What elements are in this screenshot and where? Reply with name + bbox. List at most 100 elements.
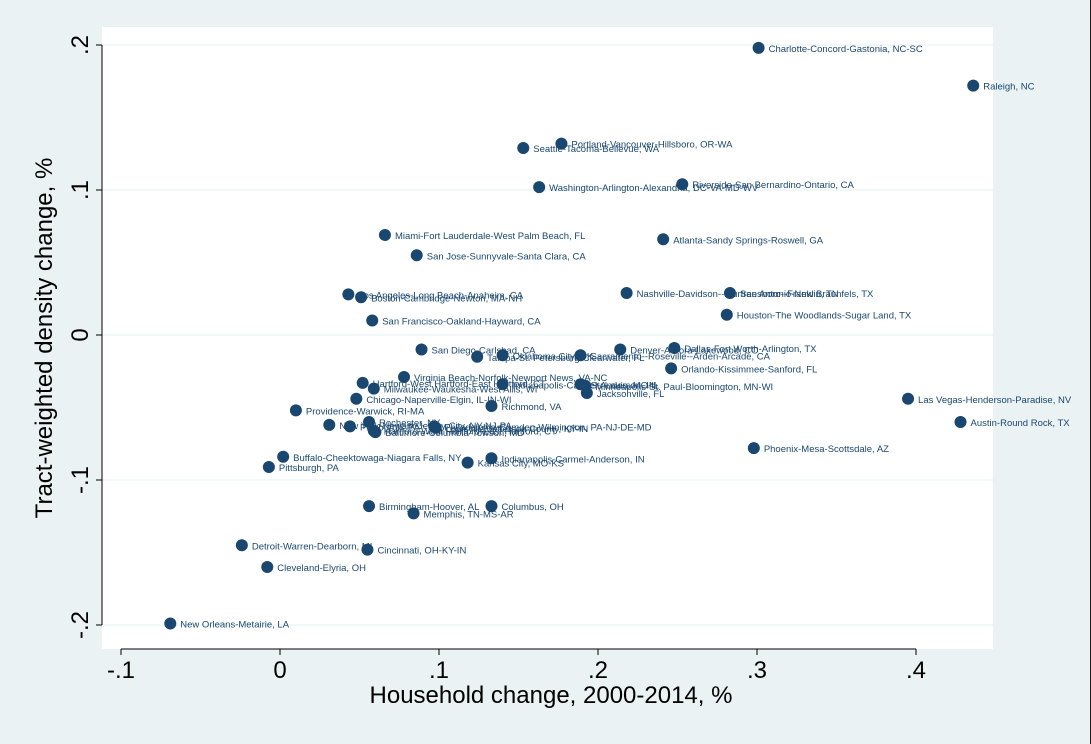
data-point [496,378,509,391]
data-point-label: Miami-Fort Lauderdale-West Palm Beach, F… [395,231,585,242]
data-point [668,342,681,355]
data-point-label: Sacramento--Roseville--Arden-Arcade, CA [591,351,771,362]
data-point-label: Pittsburgh, PA [360,422,421,433]
data-point [580,387,593,399]
data-point-label: Buffalo-Cheektowaga-Niagara Falls, NY [293,453,462,464]
data-point-label: New York-Newark-Jersey City, NY-NJ-PA [339,421,512,432]
data-point [752,41,765,54]
data-point-label: Pittsburgh, PA [279,463,340,474]
data-point-label: Richmond, VA [501,402,562,413]
data-point [902,392,915,405]
y-tick-label: .1 [67,180,94,200]
plot-area [102,27,993,649]
data-point-label: Washington-Arlington-Alexandria, DC-VA-M… [549,183,759,194]
y-axis-title: Tract-weighted density change, % [31,158,58,519]
data-point [410,249,423,262]
data-point-label: Baltimore-Columbia-Towson, MD [385,428,524,439]
data-point-label: Houston-The Woodlands-Sugar Land, TX [737,311,912,322]
data-point [350,392,363,405]
x-tick-label: .4 [906,657,926,684]
data-point [676,178,689,191]
data-point [363,500,376,513]
x-tick-label: .3 [747,657,767,684]
tick-labels: -.2 -.1 0 .1 .2 -.1 0 .1 .2 .3 .4 [67,35,926,684]
data-point-label: Memphis, TN-MS-AR [424,509,514,520]
data-point [723,286,736,299]
data-point-label: Raleigh, NC [983,82,1034,93]
data-point-label: New Orleans-Metairie, LA [180,620,289,631]
data-point-label: Las Vegas-Henderson-Paradise, NV [918,395,1072,406]
data-point-label: Seattle-Tacoma-Bellevue, WA [533,144,660,155]
data-point [361,543,374,556]
data-point [517,141,530,154]
data-point [407,507,420,520]
data-point [164,617,177,630]
data-point-label: Indianapolis-Carmel-Anderson, IN [501,454,644,465]
data-point-label: Detroit-Warren-Dearborn, MI [252,541,373,552]
data-point-label: Hartford-West Hartford-East Hartford, CT [373,379,546,390]
data-point [485,400,498,413]
data-point-label: Providence-Warwick, RI-MA [306,406,425,417]
data-point-label: Cleveland-Elyria, OH [277,563,366,574]
data-point-label: Louisville/Jefferson County, KY-IN [446,424,589,435]
data-point [496,349,509,362]
y-tick-label: -.1 [67,466,94,494]
x-tick-label: 0 [273,657,286,684]
data-point-label: Phoenix-Mesa-Scottsdale, AZ [764,444,889,455]
data-point-label: Tampa-St. Petersburg-Clearwater, FL [487,353,644,364]
data-point [277,450,290,463]
data-point [720,308,733,321]
data-point [343,420,356,433]
data-point-label: San Diego-Carlsbad, CA [432,346,537,357]
data-point [657,233,670,246]
data-point-label: Hartford-West Hartford-East Hartford, CT [384,427,557,438]
data-point-label: Philadelphia-Camden-Wilmington, PA-NJ-DE… [444,422,651,433]
data-point [235,539,248,552]
data-point-label: Chicago-Naperville-Elgin, IL-IN-WI [366,395,511,406]
data-point-label: Milwaukee-Waukesha-West Allis, WI [384,385,538,396]
data-point [261,561,274,573]
data-point-label: Rochester, NY [379,418,441,429]
data-point-label: Dallas-Fort Worth-Arlington, TX [684,344,817,355]
data-point-label: San Jose-Sunnyvale-Santa Clara, CA [427,251,587,262]
data-point [366,314,379,327]
data-point-label: Austin-Round Rock, TX [971,418,1071,429]
data-point-label: Birmingham-Hoover, AL [379,502,479,513]
data-point-label: Jacksonville, FL [597,389,665,400]
data-point-label: Denver-Aurora-Lakewood, CO [630,346,758,357]
grid-lines [102,44,993,626]
data-point-label: Nashville-Davidson--Murfreesboro--Frankl… [637,289,839,300]
data-point [533,181,546,194]
data-point [378,228,391,241]
data-point [555,137,568,150]
data-point [485,452,498,465]
x-axis-title: Household change, 2000-2014, % [370,682,733,709]
data-point [429,421,442,434]
data-point [665,362,678,375]
data-point [747,442,760,455]
data-point-label: St. Louis, MO-IL [591,380,660,391]
data-point [356,376,369,389]
data-point [262,460,275,473]
data-point [461,456,474,469]
data-point-label: Riverside-San Bernardino-Ontario, CA [692,180,854,191]
data-point-label: Boston-Cambridge-Newton, MA-NH [371,293,522,304]
data-point-label: Portland-Vancouver-Hillsboro, OR-WA [571,140,733,151]
data-point [485,500,498,513]
data-point-label: Cincinnati, OH-KY-IN [377,546,466,557]
axes [96,44,917,655]
y-tick-label: -.2 [67,611,94,639]
data-point [289,404,302,417]
data-point [398,371,411,384]
data-point-label: San Antonio-New Braunfels, TX [740,289,874,300]
x-tick-label: .2 [588,657,608,684]
data-point-label: Oklahoma City, OK [513,351,594,362]
data-point [614,343,627,356]
data-point-label: Virginia Beach-Norfolk-Newport News, VA-… [414,373,608,384]
data-point [620,286,633,299]
data-point [967,79,980,92]
data-point [954,416,967,428]
data-point [415,343,428,356]
